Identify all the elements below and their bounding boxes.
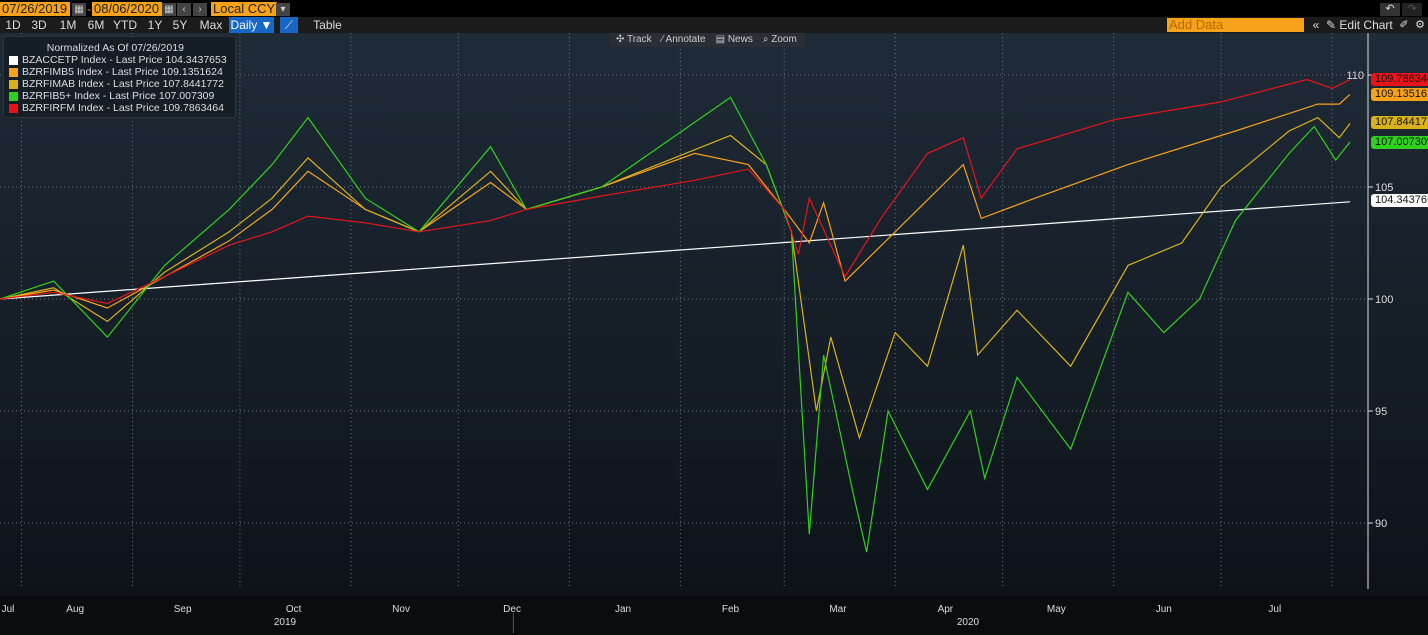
currency-select[interactable]: Local CCY xyxy=(211,1,277,16)
x-tick-label: Apr xyxy=(938,604,954,615)
legend-label: BZACCETP Index - Last Price xyxy=(22,54,163,66)
zoom-tool[interactable]: ⌕ Zoom xyxy=(762,34,797,45)
range-toolbar xyxy=(0,17,1428,33)
x-tick-label: Jan xyxy=(615,604,631,615)
legend-item[interactable]: BZRFIMAB Index - Last Price 107.8441772 xyxy=(4,78,227,90)
frequency-select[interactable]: Daily ▼ xyxy=(229,17,274,33)
series-line xyxy=(0,93,1351,309)
x-tick-label: Dec xyxy=(503,604,521,615)
x-tick-label: Oct xyxy=(286,604,302,615)
line-chart-icon[interactable]: ⟋ xyxy=(280,17,298,33)
legend-value: 109.7863464 xyxy=(162,102,224,114)
last-price-tag: 107.8441772 xyxy=(1371,116,1428,129)
year-label: 2020 xyxy=(957,617,980,628)
next-icon[interactable]: › xyxy=(193,3,207,16)
legend-label: BZRFIB5+ Index - Last Price xyxy=(22,90,156,102)
y-tick-label: 95 xyxy=(1375,406,1387,418)
x-tick-label: May xyxy=(1047,604,1066,615)
x-tick-label: Sep xyxy=(174,604,192,615)
y-tick-label: 90 xyxy=(1375,518,1387,530)
prev-icon[interactable]: ‹ xyxy=(177,3,191,16)
legend-value: 104.3437653 xyxy=(165,54,227,66)
last-price-tag: 107.007309 xyxy=(1371,136,1428,149)
x-tick-label: Jul xyxy=(2,604,15,615)
legend-value: 109.1351624 xyxy=(161,66,223,78)
calendar-icon[interactable]: ▦ xyxy=(162,3,176,16)
chart-tools: ✣ Track ⁄ Annotate ▤ News ⌕ Zoom xyxy=(610,33,805,47)
y-tick-label: 105 xyxy=(1375,182,1393,194)
legend-value: 107.8441772 xyxy=(162,78,224,90)
x-tick-label: Feb xyxy=(722,604,740,615)
legend-swatch xyxy=(9,55,18,65)
legend-swatch xyxy=(9,79,18,89)
add-data-input[interactable]: Add Data xyxy=(1167,18,1304,32)
x-tick-label: Mar xyxy=(829,604,847,615)
last-price-tag: 109.7863464 xyxy=(1371,73,1428,86)
legend-label: BZRFIMB5 Index - Last Price xyxy=(22,66,159,78)
year-label: 2019 xyxy=(274,617,297,628)
news-label: News xyxy=(727,34,753,45)
edit-chart-label: Edit Chart xyxy=(1339,18,1393,32)
series-line xyxy=(0,78,1351,305)
settings-icon[interactable]: ⚙ xyxy=(1415,19,1425,31)
end-date-input[interactable]: 08/06/2020 xyxy=(92,2,162,16)
series-line xyxy=(0,116,1351,440)
range-1y[interactable]: 1Y xyxy=(147,18,163,32)
series-line xyxy=(0,96,1351,553)
range-max[interactable]: Max xyxy=(199,18,223,32)
chart-area[interactable]: 110 105 100 95 90 Jul Aug Sep Oct Nov Dec Jan Feb Mar… xyxy=(0,33,1428,635)
news-tool[interactable]: ▤ News xyxy=(715,34,753,45)
range-5y[interactable]: 5Y xyxy=(172,18,188,32)
annotate-tool[interactable]: ⁄ Annotate xyxy=(661,34,706,45)
range-6m[interactable]: 6M xyxy=(87,18,105,32)
legend-title: Normalized As Of 07/26/2019 xyxy=(46,42,184,54)
zoom-label: Zoom xyxy=(771,34,797,45)
range-ytd[interactable]: YTD xyxy=(113,18,137,32)
legend-swatch xyxy=(9,67,18,77)
y-tick-label: 110 xyxy=(1346,70,1364,82)
annotate-label: Annotate xyxy=(665,34,706,45)
legend-label: BZRFIRFM Index - Last Price xyxy=(22,102,160,114)
x-tick-label: Aug xyxy=(66,604,84,615)
legend-value: 107.007309 xyxy=(158,90,215,102)
chevron-down-icon[interactable]: ▾ xyxy=(276,3,290,16)
y-tick-label: 100 xyxy=(1375,294,1393,306)
chart-legend: Normalized As Of 07/26/2019 BZACCETP Ind… xyxy=(3,36,236,118)
x-tick-label: Jun xyxy=(1156,604,1172,615)
legend-label: BZRFIMAB Index - Last Price xyxy=(22,78,160,90)
calendar-icon[interactable]: ▦ xyxy=(72,3,86,16)
table-button[interactable]: Table xyxy=(313,18,342,32)
range-1d[interactable]: 1D xyxy=(5,18,21,32)
x-tick-label: Jul xyxy=(1268,604,1281,615)
legend-swatch xyxy=(9,91,18,101)
date-separator: - xyxy=(87,2,91,16)
series-line xyxy=(0,201,1351,300)
undo-icon[interactable]: ↶ xyxy=(1380,3,1400,16)
last-price-tag: 109.1351624 xyxy=(1371,88,1428,101)
date-toolbar: 07/26/2019 ▦ - 08/06/2020 ▦ ‹ › Local CC… xyxy=(0,0,1428,17)
x-axis-band xyxy=(0,596,1428,635)
range-3d[interactable]: 3D xyxy=(31,18,47,32)
legend-item[interactable]: BZRFIRFM Index - Last Price 109.7863464 xyxy=(4,102,227,114)
collapse-icon[interactable]: « xyxy=(1312,18,1320,32)
legend-item[interactable]: BZRFIMB5 Index - Last Price 109.1351624 xyxy=(4,66,227,78)
range-1m[interactable]: 1M xyxy=(59,18,77,32)
legend-swatch xyxy=(9,103,18,113)
legend-item[interactable]: BZACCETP Index - Last Price 104.3437653 xyxy=(4,54,227,66)
edit-icon[interactable]: ✐ xyxy=(1399,19,1409,31)
redo-icon[interactable]: ↷ xyxy=(1402,3,1422,16)
edit-chart-button[interactable]: ✎ Edit Chart xyxy=(1326,18,1393,32)
line-chart[interactable]: 110 105 100 95 90 Jul Aug Sep Oct Nov Dec Jan Feb Mar… xyxy=(0,33,1428,635)
last-price-tag: 104.3437653 xyxy=(1371,194,1428,207)
track-tool[interactable]: ✣ Track xyxy=(616,34,652,45)
start-date-input[interactable]: 07/26/2019 xyxy=(0,2,70,16)
legend-item[interactable]: BZRFIB5+ Index - Last Price 107.007309 xyxy=(4,90,227,102)
track-label: Track xyxy=(626,34,652,45)
x-tick-label: Nov xyxy=(392,604,410,615)
